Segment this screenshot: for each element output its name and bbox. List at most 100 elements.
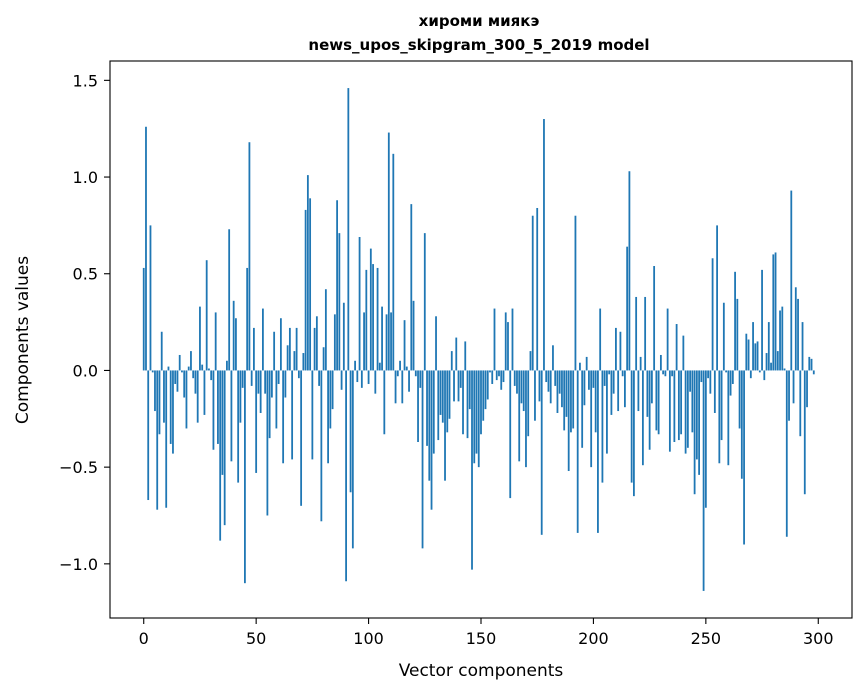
- bar-component-272: [754, 343, 757, 371]
- bar-component-180: [547, 370, 550, 392]
- bar-component-66: [291, 370, 294, 460]
- bar-component-30: [210, 370, 213, 381]
- bar-component-128: [430, 370, 433, 510]
- bar-component-139: [455, 337, 458, 371]
- bar-component-3: [149, 225, 152, 371]
- bar-component-247: [698, 370, 700, 475]
- bar-component-256: [718, 370, 721, 464]
- bar-component-200: [592, 370, 595, 388]
- bar-component-68: [295, 327, 298, 371]
- bar-component-214: [624, 370, 626, 408]
- bar-component-262: [731, 370, 734, 384]
- bar-component-100: [367, 370, 370, 384]
- bar-component-224: [646, 370, 649, 417]
- bar-component-223: [644, 296, 647, 371]
- bar-component-146: [471, 370, 473, 570]
- bar-component-104: [376, 267, 379, 371]
- bar-component-207: [608, 370, 611, 375]
- bar-component-233: [666, 308, 669, 371]
- bar-component-1: [145, 126, 147, 371]
- bar-component-195: [581, 370, 584, 448]
- bar-component-65: [288, 327, 291, 371]
- bar-component-124: [421, 370, 424, 549]
- bar-component-220: [637, 370, 640, 412]
- bar-component-0: [142, 267, 145, 371]
- bar-component-82: [327, 370, 329, 464]
- bar-component-71: [302, 353, 305, 371]
- bar-component-105: [378, 362, 381, 371]
- bar-component-133: [441, 370, 444, 423]
- bar-component-135: [446, 370, 449, 433]
- bar-component-165: [513, 370, 516, 386]
- bar-component-213: [621, 370, 624, 377]
- bar-component-174: [534, 370, 536, 421]
- bar-component-296: [808, 356, 811, 371]
- bar-component-282: [776, 351, 779, 371]
- bar-component-38: [228, 229, 231, 371]
- bar-component-201: [594, 370, 597, 433]
- bar-component-143: [464, 341, 467, 371]
- bar-component-141: [459, 370, 462, 388]
- bar-component-113: [396, 370, 399, 377]
- bar-component-286: [785, 370, 788, 537]
- bar-component-242: [686, 370, 689, 448]
- bar-component-197: [585, 356, 588, 371]
- bar-component-167: [518, 370, 521, 462]
- bar-component-72: [304, 209, 307, 371]
- bar-component-35: [221, 370, 224, 475]
- bar-component-76: [313, 327, 316, 371]
- bar-component-244: [691, 370, 694, 433]
- bar-component-241: [684, 370, 687, 454]
- bar-component-284: [781, 306, 784, 371]
- bar-component-297: [810, 358, 813, 371]
- bar-component-179: [545, 370, 548, 383]
- bar-component-205: [603, 370, 606, 386]
- bar-component-86: [336, 200, 338, 371]
- bar-component-161: [504, 312, 507, 371]
- bar-component-29: [208, 368, 210, 371]
- bar-component-80: [322, 347, 325, 371]
- y-tick-label: 1.5: [73, 71, 98, 90]
- bar-component-34: [219, 370, 222, 541]
- bar-component-69: [297, 370, 300, 379]
- bar-component-280: [772, 254, 775, 371]
- bar-component-235: [671, 370, 674, 377]
- bar-component-266: [740, 370, 743, 479]
- bar-component-132: [439, 370, 442, 415]
- bar-component-168: [520, 370, 523, 404]
- bar-component-116: [403, 320, 406, 371]
- bar-component-236: [673, 370, 676, 442]
- bar-component-245: [693, 370, 696, 495]
- bar-component-177: [540, 370, 543, 535]
- bars-group: [142, 88, 815, 591]
- bar-component-184: [556, 370, 559, 413]
- bar-component-206: [606, 370, 608, 454]
- bar-component-203: [599, 308, 602, 371]
- bar-component-93: [351, 370, 354, 549]
- bar-component-148: [475, 370, 478, 454]
- bar-component-117: [405, 366, 408, 371]
- bar-component-56: [268, 370, 271, 439]
- bar-component-238: [677, 370, 680, 441]
- bar-component-111: [392, 153, 395, 371]
- bar-component-45: [244, 370, 246, 584]
- bar-component-91: [347, 88, 350, 371]
- bar-component-183: [554, 370, 557, 386]
- bar-component-23: [194, 370, 197, 394]
- bar-component-250: [704, 370, 707, 508]
- bar-component-119: [410, 204, 413, 371]
- bar-component-130: [435, 316, 437, 371]
- bar-component-154: [489, 370, 491, 373]
- bar-component-16: [178, 354, 181, 371]
- bar-component-147: [473, 370, 476, 464]
- bar-component-259: [725, 370, 727, 373]
- bar-component-227: [653, 266, 656, 371]
- y-tick-label: 0.5: [73, 265, 98, 284]
- bar-component-142: [462, 370, 464, 435]
- bar-component-155: [491, 370, 494, 384]
- bar-component-14: [174, 370, 177, 384]
- bar-component-181: [549, 370, 552, 404]
- bar-component-81: [324, 289, 327, 371]
- bar-component-196: [583, 370, 586, 406]
